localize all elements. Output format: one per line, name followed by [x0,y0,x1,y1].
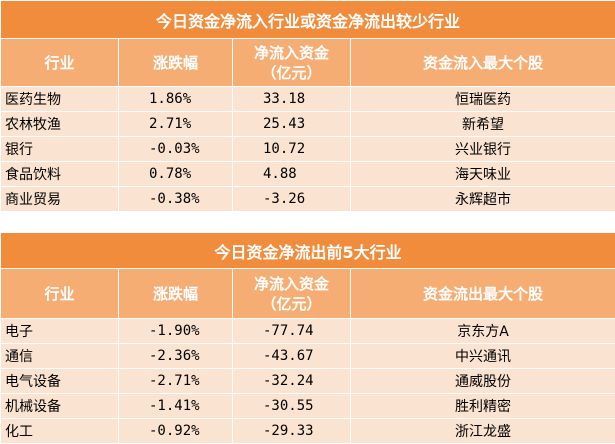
outflow-table-title: 今日资金净流出前5大行业 [0,232,615,269]
section-gap [0,214,615,232]
inflow-table: 今日资金净流入行业或资金净流出较少行业 行业 涨跌幅 净流入资金 （亿元） 资金… [0,0,615,212]
industry-cell: 机械设备 [0,393,119,419]
header-change: 涨跌幅 [118,38,233,87]
change-cell: -2.36% [118,343,233,369]
outflow-table: 今日资金净流出前5大行业 行业 涨跌幅 净流入资金 （亿元） 资金流出最大个股 … [0,232,615,444]
table-row: 医药生物 1.86% 33.18 恒瑞医药 [0,86,615,112]
net-flow-cell: -43.67 [232,343,351,369]
top-stock-cell: 新希望 [349,111,615,137]
inflow-table-title: 今日资金净流入行业或资金净流出较少行业 [0,0,615,39]
industry-cell: 电子 [0,318,119,344]
header-top-stock: 资金流入最大个股 [349,38,615,87]
net-flow-cell: -29.33 [232,418,351,444]
net-flow-cell: 10.72 [232,136,351,162]
net-flow-cell: -30.55 [232,393,351,419]
table-row: 食品饮料 0.78% 4.88 海天味业 [0,161,615,187]
top-stock-cell: 海天味业 [349,161,615,187]
change-cell: 1.86% [118,86,233,112]
table-row: 电气设备 -2.71% -32.24 通威股份 [0,368,615,394]
change-cell: -1.41% [118,393,233,419]
change-cell: -1.90% [118,318,233,344]
industry-cell: 通信 [0,343,119,369]
change-cell: -2.71% [118,368,233,394]
top-stock-cell: 京东方A [349,318,615,344]
change-cell: -0.03% [118,136,233,162]
top-stock-cell: 恒瑞医药 [349,86,615,112]
top-stock-cell: 中兴通讯 [349,343,615,369]
change-cell: 0.78% [118,161,233,187]
header-change: 涨跌幅 [118,268,233,319]
table-row: 电子 -1.90% -77.74 京东方A [0,318,615,344]
industry-cell: 商业贸易 [0,186,119,212]
net-flow-cell: 33.18 [232,86,351,112]
industry-cell: 农林牧渔 [0,111,119,137]
table-row: 机械设备 -1.41% -30.55 胜利精密 [0,393,615,419]
header-industry: 行业 [0,38,119,87]
top-stock-cell: 胜利精密 [349,393,615,419]
net-flow-cell: -32.24 [232,368,351,394]
net-flow-cell: 25.43 [232,111,351,137]
table-row: 银行 -0.03% 10.72 兴业银行 [0,136,615,162]
industry-cell: 银行 [0,136,119,162]
industry-cell: 医药生物 [0,86,119,112]
change-cell: -0.92% [118,418,233,444]
industry-cell: 食品饮料 [0,161,119,187]
change-cell: -0.38% [118,186,233,212]
header-industry: 行业 [0,268,119,319]
top-stock-cell: 通威股份 [349,368,615,394]
industry-cell: 电气设备 [0,368,119,394]
net-flow-cell: -3.26 [232,186,351,212]
header-top-stock: 资金流出最大个股 [349,268,615,319]
industry-cell: 化工 [0,418,119,444]
net-flow-cell: -77.74 [232,318,351,344]
net-flow-cell: 4.88 [232,161,351,187]
top-stock-cell: 兴业银行 [349,136,615,162]
table-row: 通信 -2.36% -43.67 中兴通讯 [0,343,615,369]
header-net-flow: 净流入资金 （亿元） [232,38,351,87]
top-stock-cell: 浙江龙盛 [349,418,615,444]
header-net-flow: 净流入资金 （亿元） [232,268,351,319]
table-row: 农林牧渔 2.71% 25.43 新希望 [0,111,615,137]
table-row: 商业贸易 -0.38% -3.26 永辉超市 [0,186,615,212]
top-stock-cell: 永辉超市 [349,186,615,212]
table-row: 化工 -0.92% -29.33 浙江龙盛 [0,418,615,444]
change-cell: 2.71% [118,111,233,137]
